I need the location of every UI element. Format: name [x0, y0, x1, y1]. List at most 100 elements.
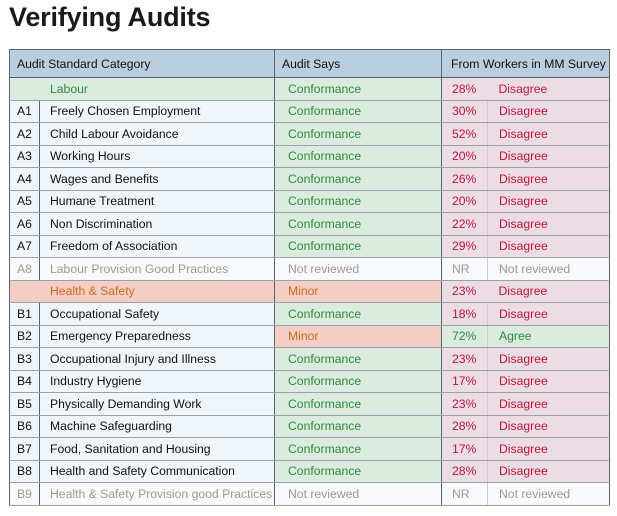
audit-result: Conformance	[274, 459, 442, 483]
survey-result: Disagree	[487, 414, 610, 438]
audit-result: Conformance	[274, 122, 442, 146]
row-code: B1	[9, 302, 40, 326]
survey-result: Disagree	[487, 167, 610, 191]
audit-result: Minor	[274, 324, 442, 348]
row-code: B5	[9, 392, 40, 416]
row-category: Emergency Preparedness	[39, 324, 275, 348]
survey-result: Disagree	[487, 279, 610, 303]
table-row: A6 Non Discrimination Conformance 22% Disagr…	[9, 212, 610, 236]
row-category: Machine Safeguarding	[39, 414, 275, 438]
survey-result: Disagree	[487, 459, 610, 483]
survey-result: Disagree	[487, 122, 610, 146]
header-row: Audit Standard Category Audit Says From …	[9, 49, 610, 78]
survey-percent: 26%	[441, 167, 488, 191]
audit-result: Conformance	[274, 302, 442, 326]
survey-result: Disagree	[487, 77, 610, 101]
audit-result: Conformance	[274, 234, 442, 258]
row-code: B9	[9, 482, 40, 506]
row-category: Humane Treatment	[39, 189, 275, 213]
section-name: Health & Safety	[9, 279, 275, 303]
audit-result: Conformance	[274, 369, 442, 393]
table-row: Health & Safety Minor 23% Disagree	[9, 279, 610, 303]
table-row: B3 Occupational Injury and Illness Conform…	[9, 347, 610, 371]
header-cell: Audit Standard Category	[9, 49, 275, 78]
survey-percent: 22%	[441, 212, 488, 236]
row-code: A5	[9, 189, 40, 213]
audit-table: Audit Standard Category Audit Says From …	[9, 49, 610, 506]
survey-percent: NR	[441, 257, 488, 281]
table-row: B7 Food, Sanitation and Housing Conformanc…	[9, 437, 610, 461]
survey-percent: 29%	[441, 234, 488, 258]
survey-percent: 20%	[441, 189, 488, 213]
survey-percent: 20%	[441, 144, 488, 168]
header-cell: Audit Says	[274, 49, 442, 78]
audit-result: Conformance	[274, 392, 442, 416]
row-code: B6	[9, 414, 40, 438]
audit-result: Conformance	[274, 189, 442, 213]
survey-percent: NR	[441, 482, 488, 506]
row-category: Labour Provision Good Practices	[39, 257, 275, 281]
survey-percent: 17%	[441, 437, 488, 461]
survey-result: Disagree	[487, 369, 610, 393]
audit-result: Conformance	[274, 414, 442, 438]
table-row: A7 Freedom of Association Conformance 29% Di…	[9, 234, 610, 258]
page-title: Verifying Audits	[9, 2, 211, 32]
row-category: Freely Chosen Employment	[39, 99, 275, 123]
table-row: B6 Machine Safeguarding Conformance 28% Disa…	[9, 414, 610, 438]
row-category: Food, Sanitation and Housing	[39, 437, 275, 461]
row-code: B8	[9, 459, 40, 483]
row-category: Health & Safety Provision good Practices	[39, 482, 275, 506]
section-name: Labour	[9, 77, 275, 101]
audit-result: Conformance	[274, 77, 442, 101]
survey-percent: 28%	[441, 459, 488, 483]
survey-percent: 30%	[441, 99, 488, 123]
audit-result: Conformance	[274, 347, 442, 371]
row-category: Non Discrimination	[39, 212, 275, 236]
survey-percent: 28%	[441, 414, 488, 438]
row-code: A8	[9, 257, 40, 281]
table-row: B5 Physically Demanding Work Conformance 23…	[9, 392, 610, 416]
row-code: A7	[9, 234, 40, 258]
survey-percent: 52%	[441, 122, 488, 146]
audit-result: Conformance	[274, 212, 442, 236]
row-category: Wages and Benefits	[39, 167, 275, 191]
table-row: A2 Child Labour Avoidance Conformance 52% Di…	[9, 122, 610, 146]
audit-result: Conformance	[274, 144, 442, 168]
header-cell: From Workers in MM Survey	[441, 49, 610, 78]
survey-result: Not reviewed	[487, 257, 610, 281]
row-category: Freedom of Association	[39, 234, 275, 258]
row-code: B4	[9, 369, 40, 393]
table-row: A4 Wages and Benefits Conformance 26% Disagr…	[9, 167, 610, 191]
row-code: A3	[9, 144, 40, 168]
table-row: Labour Conformance 28% Disagree	[9, 77, 610, 101]
survey-result: Disagree	[487, 99, 610, 123]
survey-result: Disagree	[487, 189, 610, 213]
row-category: Occupational Injury and Illness	[39, 347, 275, 371]
survey-result: Not reviewed	[487, 482, 610, 506]
row-code: A1	[9, 99, 40, 123]
survey-result: Disagree	[487, 392, 610, 416]
table-row: B9 Health & Safety Provision good Practic…	[9, 482, 610, 506]
table-row: B4 Industry Hygiene Conformance 17% Disagree	[9, 369, 610, 393]
row-code: A4	[9, 167, 40, 191]
survey-result: Disagree	[487, 437, 610, 461]
survey-percent: 72%	[441, 324, 488, 348]
table-row: B2 Emergency Preparedness Minor 72% Agree	[9, 324, 610, 348]
audit-result: Minor	[274, 279, 442, 303]
row-category: Occupational Safety	[39, 302, 275, 326]
row-code: B2	[9, 324, 40, 348]
row-code: A2	[9, 122, 40, 146]
row-code: B3	[9, 347, 40, 371]
row-category: Physically Demanding Work	[39, 392, 275, 416]
survey-result: Disagree	[487, 347, 610, 371]
survey-result: Disagree	[487, 302, 610, 326]
table-row: B8 Health and Safety Communication Conform…	[9, 459, 610, 483]
table-row: A3 Working Hours Conformance 20% Disagree	[9, 144, 610, 168]
survey-percent: 18%	[441, 302, 488, 326]
survey-percent: 23%	[441, 392, 488, 416]
audit-result: Conformance	[274, 167, 442, 191]
table-body: Labour Conformance 28% Disagree A1 Freely Cho…	[9, 77, 610, 506]
table-row: A5 Humane Treatment Conformance 20% Disagree	[9, 189, 610, 213]
row-category: Health and Safety Communication	[39, 459, 275, 483]
